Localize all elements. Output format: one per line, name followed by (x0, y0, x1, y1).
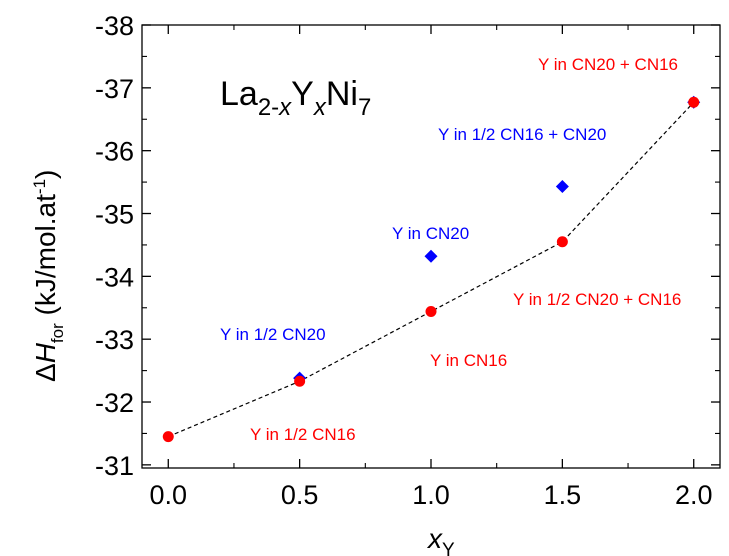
annotation-y-half-cn20-cn16: Y in 1/2 CN20 + CN16 (513, 290, 681, 309)
red-circle-point (425, 306, 437, 318)
red-circle-point (556, 236, 568, 248)
x-tick-label: 1.5 (544, 480, 582, 510)
blue-diamond-point (424, 249, 438, 263)
y-tick-label: -33 (95, 325, 134, 355)
x-tick-label: 0.5 (281, 480, 319, 510)
y-axis-label: ΔHfor (kJ/mol.at-1) (30, 170, 67, 382)
formula-label: La2-xYxNi7 (220, 75, 371, 121)
annotation-y-cn20: Y in CN20 (392, 224, 469, 243)
x-tick-label: 0.0 (149, 480, 187, 510)
y-tick-label: -36 (95, 137, 134, 167)
red-circle-point (688, 96, 700, 108)
x-tick-label: 1.0 (412, 480, 450, 510)
annotation-y-cn16: Y in CN16 (430, 351, 507, 370)
red-circle-point (162, 431, 174, 443)
annotation-y-half-cn16: Y in 1/2 CN16 (250, 425, 356, 444)
y-tick-label: -31 (95, 451, 134, 481)
dashed-trend-line (168, 101, 695, 438)
y-tick-label: -34 (95, 262, 134, 292)
y-tick-label: -35 (95, 200, 134, 230)
axis-tick-labels: 0.0 0.5 1.0 1.5 2.0 -31 -32 -33 -34 -35 -36 -37 -38 (95, 11, 713, 510)
y-tick-label: -32 (95, 388, 134, 418)
annotation-y-half-cn16-cn20: Y in 1/2 CN16 + CN20 (438, 125, 606, 144)
y-tick-label: -38 (95, 11, 134, 41)
annotation-y-cn20-cn16: Y in CN20 + CN16 (538, 55, 678, 74)
data-markers (162, 95, 701, 443)
x-axis-label: xY (426, 523, 455, 556)
axis-ticks (142, 24, 720, 468)
red-circle-point (294, 375, 306, 387)
blue-diamond-point (555, 179, 569, 193)
x-tick-label: 2.0 (675, 480, 713, 510)
annotation-y-half-cn20: Y in 1/2 CN20 (220, 325, 326, 344)
y-tick-label: -37 (95, 74, 134, 104)
